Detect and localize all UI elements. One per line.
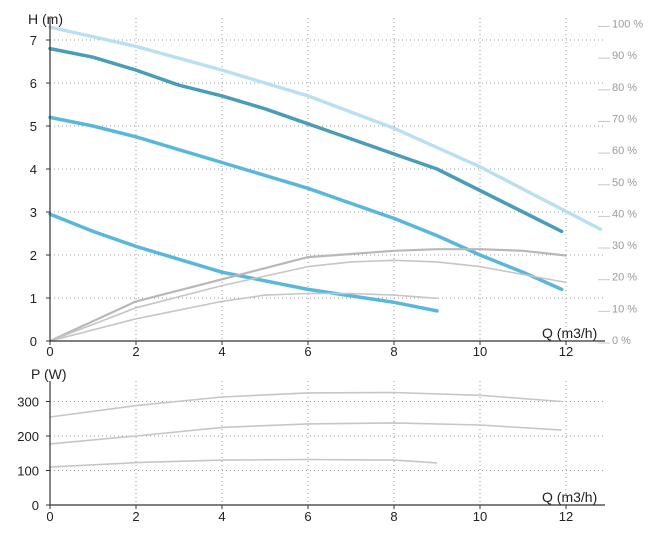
x-tick-label: 12	[559, 509, 573, 524]
head-chart-series	[48, 25, 603, 343]
head-y-axis-label: H (m)	[28, 11, 63, 27]
head-y-ticks: 0 1 2 3 4 5 6 7	[30, 33, 50, 349]
head-curve-1	[48, 115, 564, 292]
y-tick-label: 5	[30, 119, 37, 134]
y-tick-label: 7	[30, 33, 37, 48]
efficiency-tick-label: 70 %	[612, 113, 637, 125]
x-tick-label: 10	[473, 509, 487, 524]
x-tick-label: 12	[559, 344, 573, 359]
power-curve-2	[49, 458, 438, 468]
x-tick-label: 2	[132, 344, 139, 359]
x-tick-label: 0	[46, 344, 53, 359]
y-tick-label: 0	[30, 334, 37, 349]
head-x-axis-label: Q (m3/h)	[542, 325, 597, 341]
efficiency-tick-label: 10 %	[612, 303, 637, 315]
x-tick-label: 8	[390, 509, 397, 524]
efficiency-curve-6	[49, 292, 438, 342]
x-tick-label: 6	[304, 344, 311, 359]
y-tick-label: 2	[30, 248, 37, 263]
y-tick-label: 300	[17, 395, 39, 410]
y-tick-label: 100	[17, 464, 39, 479]
power-x-ticks: 0 2 4 6 8 10 12	[46, 505, 573, 524]
x-tick-label: 8	[390, 344, 397, 359]
head-curve-2	[48, 212, 439, 313]
efficiency-curve-4	[48, 248, 568, 343]
y-tick-label: 0	[32, 498, 39, 513]
head-x-ticks: 0 2 4 6 8 10 12	[46, 341, 573, 359]
y-tick-label: 3	[30, 205, 37, 220]
x-tick-label: 2	[132, 509, 139, 524]
efficiency-tick-label: 50 %	[612, 177, 637, 189]
efficiency-tick-label: 80 %	[612, 82, 637, 94]
y-tick-label: 6	[30, 76, 37, 91]
power-curve-0	[49, 391, 562, 418]
x-tick-label: 6	[304, 509, 311, 524]
efficiency-tick-label: 30 %	[612, 240, 637, 252]
y-tick-label: 200	[17, 429, 39, 444]
head-chart-grid	[50, 18, 605, 341]
power-chart-series	[49, 391, 562, 468]
x-tick-label: 4	[218, 344, 225, 359]
efficiency-tick-label: 20 %	[612, 272, 637, 284]
x-tick-label: 0	[46, 509, 53, 524]
max-head-curve	[48, 25, 603, 231]
power-curve-1	[49, 422, 562, 445]
head-curve-0	[48, 46, 564, 234]
efficiency-curve-5	[49, 259, 567, 342]
efficiency-tick-label: 90 %	[612, 50, 637, 62]
efficiency-tick-label: 100 %	[612, 19, 643, 31]
power-x-axis-label: Q (m3/h)	[542, 489, 597, 505]
power-chart-grid	[50, 381, 605, 505]
efficiency-ticks: 0 % 10 % 20 % 30 % 40 % 50 % 60 % 70 % 80 % 90 % 1…	[598, 19, 643, 347]
y-tick-label: 4	[30, 162, 37, 177]
y-tick-label: 1	[30, 291, 37, 306]
efficiency-tick-label: 40 %	[612, 208, 637, 220]
power-y-axis-label: P (W)	[31, 366, 67, 382]
efficiency-tick-label: 0 %	[612, 335, 631, 347]
power-chart: 0 2 4 6 8 10 12 0 100 200 300 P (W) Q (m3/h)	[17, 366, 605, 524]
x-tick-label: 4	[218, 509, 225, 524]
power-y-ticks: 0 100 200 300	[17, 395, 50, 513]
x-tick-label: 10	[473, 344, 487, 359]
efficiency-tick-label: 60 %	[612, 145, 637, 157]
